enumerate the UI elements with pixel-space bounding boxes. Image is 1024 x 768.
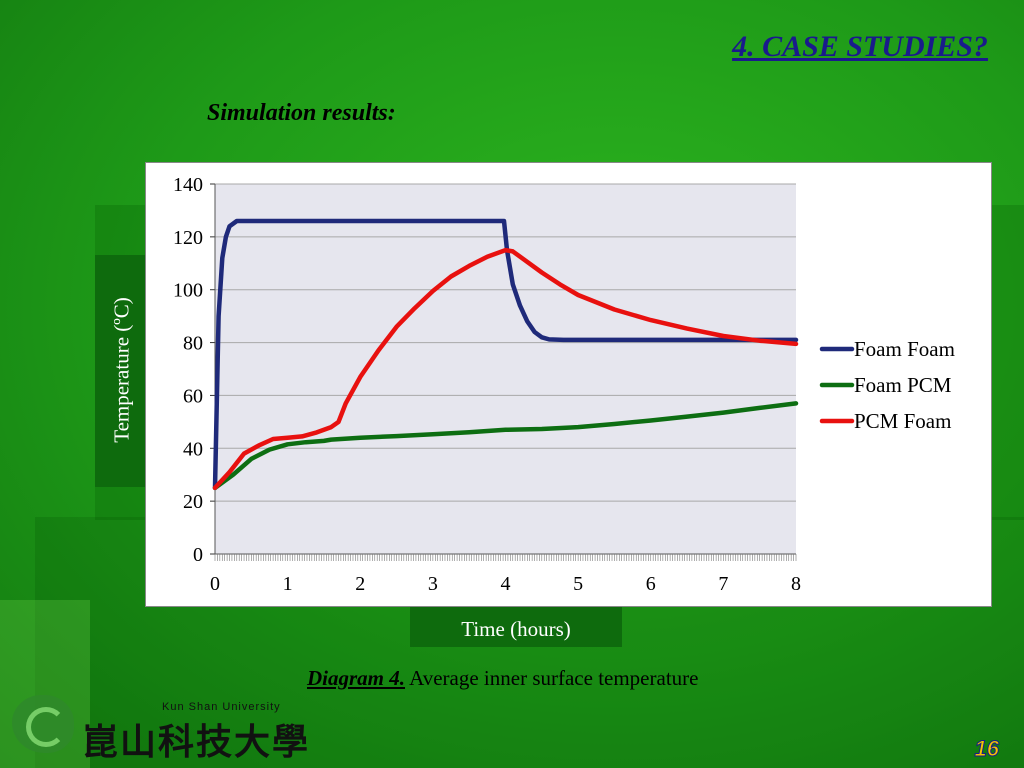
x-tick-label: 8 [791,573,801,595]
y-tick-label: 20 [183,491,203,513]
y-tick-label: 100 [173,280,203,302]
y-tick-label: 80 [183,333,203,355]
ylabel-panel [95,255,150,487]
line-chart: 0 20 40 60 80 100 120 140 0 1 2 3 4 5 6 7 8 Foam Foam Foam… [173,174,955,595]
x-tick-label: 5 [573,573,583,595]
xlabel-panel [410,607,622,647]
slide-title: 4. CASE STUDIES? [732,30,988,63]
x-tick-label: 2 [355,573,365,595]
x-tick-label: 6 [646,573,656,595]
caption-text: Average inner surface temperature [405,666,699,690]
legend-label: PCM Foam [854,409,951,433]
legend-label: Foam Foam [854,337,955,361]
x-axis-label: Time (hours) [461,617,571,641]
slide-subtitle: Simulation results: [207,100,396,126]
logo-english-name: Kun Shan University [162,701,281,713]
university-emblem-icon [12,695,74,753]
x-tick-label: 4 [501,573,511,595]
chart-panel: 0 20 40 60 80 100 120 140 0 1 2 3 4 5 6 7 8 Foam Foam Foam… [145,162,992,607]
legend-label: Foam PCM [854,373,952,397]
university-logo: Kun Shan University 崑山科技大學 [8,683,318,763]
page-number: 16 [974,736,1000,762]
y-tick-label: 120 [173,227,203,249]
x-tick-label: 7 [718,573,728,595]
series-line-foam-pcm [212,401,799,491]
series-line-foam-foam [212,218,799,491]
logo-chinese-name: 崑山科技大學 [82,721,311,763]
caption-label: Diagram 4. [307,666,406,690]
x-tick-label: 3 [428,573,438,595]
y-tick-label: 0 [193,544,203,566]
x-tick-label: 0 [210,573,220,595]
y-tick-label: 40 [183,438,203,460]
series-line-pcm-foam [212,247,799,491]
x-tick-label: 1 [283,573,293,595]
y-tick-label: 140 [173,174,203,196]
y-tick-label: 60 [183,385,203,407]
figure-caption: Diagram 4. Average inner surface tempera… [307,666,698,691]
y-axis-label: Temperature (ºC) [109,297,134,443]
